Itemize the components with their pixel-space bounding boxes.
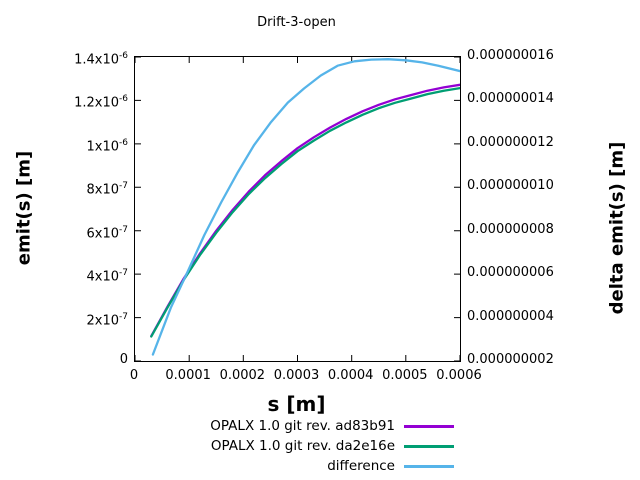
plot-svg	[135, 57, 460, 361]
y-tick-label: 4x10-7	[86, 268, 129, 285]
y2-tick-label: 0.000000006	[467, 265, 554, 281]
y2-tick-label: 0.000000012	[467, 134, 554, 150]
x-tick-label: 0.0003	[273, 368, 320, 383]
axis-ticks	[135, 57, 460, 361]
y2-tick-label: 0.000000004	[467, 308, 554, 324]
legend-label: OPALX 1.0 git rev. ad83b91	[210, 418, 395, 434]
y2-axis-label: delta emit(s) [m]	[606, 141, 628, 315]
y-tick-label: 0	[119, 352, 128, 367]
y-tick-label: 1.2x10-6	[74, 94, 128, 111]
x-tick-label: 0.0001	[165, 368, 211, 383]
x-tick-label: 0	[129, 368, 139, 383]
y2-tick-label: 0.000000014	[467, 91, 554, 107]
y-tick-label: 1.4x10-6	[74, 51, 128, 68]
y-tick-label: 8x10-7	[86, 181, 129, 198]
legend-row: difference	[210, 456, 454, 476]
x-tick-label: 0.0002	[219, 368, 266, 383]
y2-tick-label: 0.000000002	[467, 352, 554, 367]
y-tick-label: 1x10-6	[86, 137, 129, 155]
legend-row: OPALX 1.0 git rev. da2e16e	[210, 436, 454, 456]
y-axis-label: emit(s) [m]	[13, 150, 35, 266]
y2-tick-label: 0.000000010	[467, 178, 554, 194]
legend-line-sample	[404, 464, 454, 468]
legend-label: OPALX 1.0 git rev. da2e16e	[210, 438, 395, 454]
x-tick-label: 0.0006	[436, 368, 482, 383]
legend-line-sample	[404, 444, 454, 448]
x-axis-label: s [m]	[267, 392, 326, 416]
legend-label: difference	[327, 458, 395, 474]
legend-row: OPALX 1.0 git rev. ad83b91	[210, 416, 454, 436]
y-tick-label: 6x10-7	[86, 224, 129, 242]
x-tick-label: 0.0004	[327, 368, 374, 383]
plot-area	[134, 56, 461, 362]
x-tick-label: 0.0005	[382, 368, 428, 383]
y2-tick-label: 0.000000008	[467, 221, 554, 237]
y2-tick-label: 0.000000016	[467, 48, 554, 63]
chart-title: Drift-3-open	[257, 15, 336, 30]
legend: OPALX 1.0 git rev. ad83b91 OPALX 1.0 git …	[210, 416, 454, 476]
y-tick-label: 2x10-7	[86, 311, 129, 328]
series-curve-2	[151, 58, 460, 356]
series-curve-1	[150, 86, 460, 338]
legend-line-sample	[404, 424, 454, 428]
series-curve-0	[150, 83, 460, 338]
